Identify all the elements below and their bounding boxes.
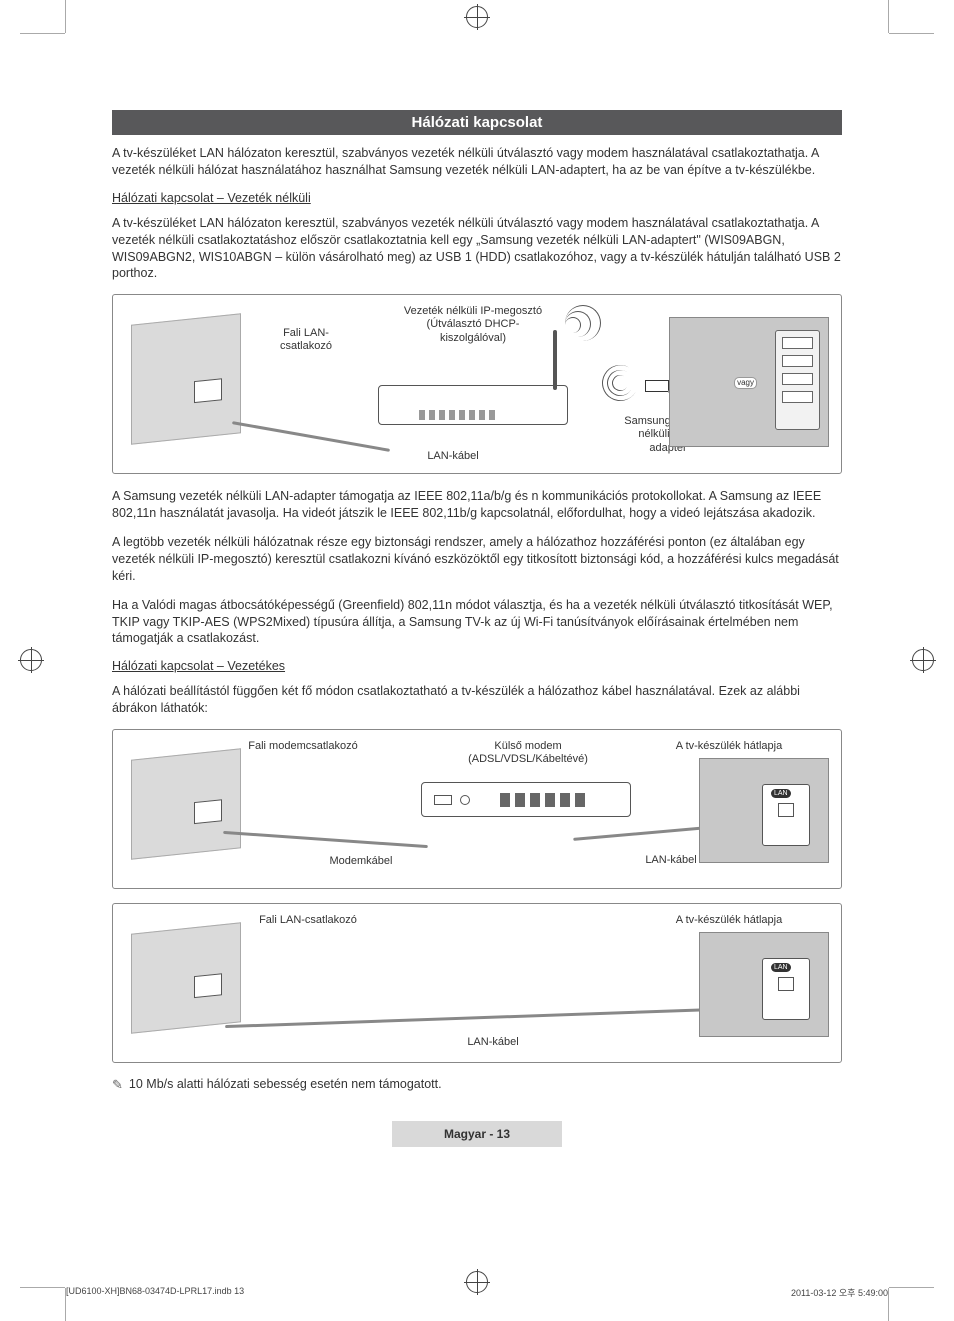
label-router: Vezeték nélküli IP-megosztó (Útválasztó … bbox=[383, 305, 563, 345]
print-metadata-row: [UD6100-XH]BN68-03474D-LPRL17.indb 13 20… bbox=[66, 1286, 888, 1299]
body-paragraph: A Samsung vezeték nélküli LAN-adapter tá… bbox=[112, 488, 842, 522]
registration-mark-icon bbox=[912, 649, 934, 671]
wall-plate bbox=[131, 748, 241, 860]
intro-paragraph: A tv-készüléket LAN hálózaton keresztül,… bbox=[112, 145, 842, 179]
label-lan-cable: LAN-kábel bbox=[393, 450, 513, 463]
tv-port bbox=[782, 337, 813, 349]
wall-plate bbox=[131, 313, 241, 445]
label-tv-back: A tv-készülék hátlapja bbox=[649, 914, 809, 927]
diagram-wireless: Fali LAN- csatlakozó Vezeték nélküli IP-… bbox=[112, 294, 842, 474]
modem-icon bbox=[421, 782, 631, 817]
tv-back-panel: LAN bbox=[699, 932, 829, 1037]
tv-port-group bbox=[775, 330, 820, 430]
heading-wired: Hálózati kapcsolat – Vezetékes bbox=[112, 659, 842, 673]
tv-port bbox=[782, 373, 813, 385]
label-tv-back: A tv-készülék hátlapja bbox=[649, 740, 809, 753]
tv-back-panel: LAN bbox=[699, 758, 829, 863]
tv-lan-port-box: LAN bbox=[762, 958, 810, 1020]
wired-paragraph: A hálózati beállítástól függően két fő m… bbox=[112, 683, 842, 717]
page-content: Hálózati kapcsolat A tv-készüléket LAN h… bbox=[112, 110, 842, 1147]
print-file-name: [UD6100-XH]BN68-03474D-LPRL17.indb 13 bbox=[66, 1286, 244, 1299]
router-icon bbox=[378, 385, 568, 425]
cable bbox=[223, 831, 428, 848]
lan-port-label: LAN bbox=[771, 789, 791, 798]
diagram-wired-direct: Fali LAN-csatlakozó LAN-kábel A tv-készü… bbox=[112, 903, 842, 1063]
note-text: 10 Mb/s alatti hálózati sebesség esetén … bbox=[129, 1077, 442, 1091]
body-paragraph: Ha a Valódi magas átbocsátóképességű (Gr… bbox=[112, 597, 842, 648]
lan-socket-icon bbox=[778, 803, 794, 817]
note-icon: ✎ bbox=[112, 1077, 123, 1093]
wifi-arc-icon bbox=[595, 359, 644, 408]
crop-mark bbox=[889, 1287, 934, 1288]
lan-socket-icon bbox=[778, 977, 794, 991]
lan-port-label: LAN bbox=[771, 963, 791, 972]
wall-jack bbox=[194, 799, 222, 824]
label-wall-modem: Fali modemcsatlakozó bbox=[223, 740, 383, 753]
label-wall-lan: Fali LAN-csatlakozó bbox=[228, 914, 388, 927]
wireless-paragraph: A tv-készüléket LAN hálózaton keresztül,… bbox=[112, 215, 842, 283]
tv-port bbox=[782, 391, 813, 403]
tv-lan-port-box: LAN bbox=[762, 784, 810, 846]
or-badge: vagy bbox=[734, 377, 757, 389]
antenna-icon bbox=[553, 330, 557, 390]
wall-plate bbox=[131, 922, 241, 1034]
label-lan-cable: LAN-kábel bbox=[443, 1036, 543, 1049]
modem-ports bbox=[500, 793, 590, 807]
usb-dongle-icon bbox=[645, 380, 669, 392]
section-header: Hálózati kapcsolat bbox=[112, 110, 842, 135]
crop-mark bbox=[889, 33, 934, 34]
crop-mark bbox=[20, 1287, 65, 1288]
modem-port bbox=[434, 795, 452, 805]
crop-mark bbox=[65, 0, 66, 33]
label-modem: Külső modem (ADSL/VDSL/Kábeltévé) bbox=[448, 740, 608, 766]
wall-jack bbox=[194, 378, 222, 403]
modem-led-icon bbox=[460, 795, 470, 805]
label-modem-cable: Modemkábel bbox=[311, 855, 411, 868]
label-wall-lan: Fali LAN- csatlakozó bbox=[261, 327, 351, 353]
print-timestamp: 2011-03-12 오후 5:49:00 bbox=[791, 1286, 888, 1299]
registration-mark-icon bbox=[20, 649, 42, 671]
router-ports bbox=[419, 410, 499, 420]
note-row: ✎ 10 Mb/s alatti hálózati sebesség eseté… bbox=[112, 1077, 842, 1093]
cable bbox=[225, 1007, 745, 1028]
diagram-wired-modem: Fali modemcsatlakozó Külső modem (ADSL/V… bbox=[112, 729, 842, 889]
cable bbox=[232, 421, 390, 452]
crop-mark bbox=[20, 33, 65, 34]
body-paragraph: A legtöbb vezeték nélküli hálózatnak rés… bbox=[112, 534, 842, 585]
wifi-arc-icon bbox=[565, 305, 601, 341]
crop-mark bbox=[888, 0, 889, 33]
crop-mark bbox=[888, 1288, 889, 1321]
heading-wireless: Hálózati kapcsolat – Vezeték nélküli bbox=[112, 191, 842, 205]
tv-port bbox=[782, 355, 813, 367]
page-number-footer: Magyar - 13 bbox=[392, 1121, 562, 1147]
registration-mark-icon bbox=[466, 6, 488, 28]
wall-jack bbox=[194, 973, 222, 998]
